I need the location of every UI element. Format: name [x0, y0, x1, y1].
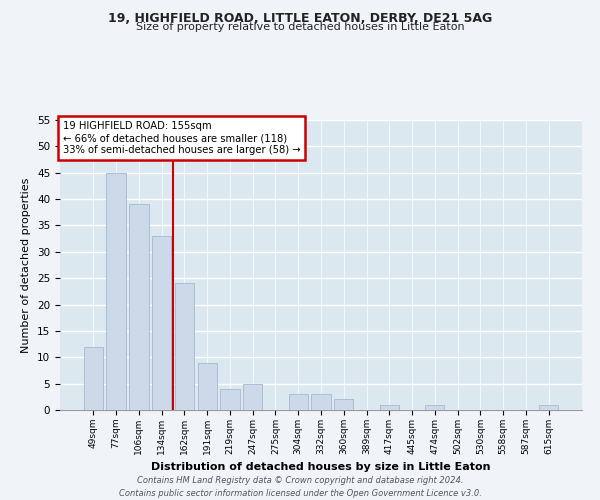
Bar [175, 284, 194, 410]
Bar [380, 404, 399, 410]
Text: 19, HIGHFIELD ROAD, LITTLE EATON, DERBY, DE21 5AG: 19, HIGHFIELD ROAD, LITTLE EATON, DERBY,… [108, 12, 492, 26]
Bar [220, 389, 239, 410]
Bar [311, 394, 331, 410]
X-axis label: Distribution of detached houses by size in Little Eaton: Distribution of detached houses by size … [151, 462, 491, 472]
Bar [289, 394, 308, 410]
Bar [243, 384, 262, 410]
Bar [152, 236, 172, 410]
Bar [539, 404, 558, 410]
Bar [106, 172, 126, 410]
Y-axis label: Number of detached properties: Number of detached properties [22, 178, 31, 352]
Text: Contains HM Land Registry data © Crown copyright and database right 2024.
Contai: Contains HM Land Registry data © Crown c… [119, 476, 481, 498]
Bar [425, 404, 445, 410]
Text: 19 HIGHFIELD ROAD: 155sqm
← 66% of detached houses are smaller (118)
33% of semi: 19 HIGHFIELD ROAD: 155sqm ← 66% of detac… [62, 122, 300, 154]
Bar [129, 204, 149, 410]
Bar [197, 362, 217, 410]
Bar [84, 346, 103, 410]
Bar [334, 400, 353, 410]
Text: Size of property relative to detached houses in Little Eaton: Size of property relative to detached ho… [136, 22, 464, 32]
